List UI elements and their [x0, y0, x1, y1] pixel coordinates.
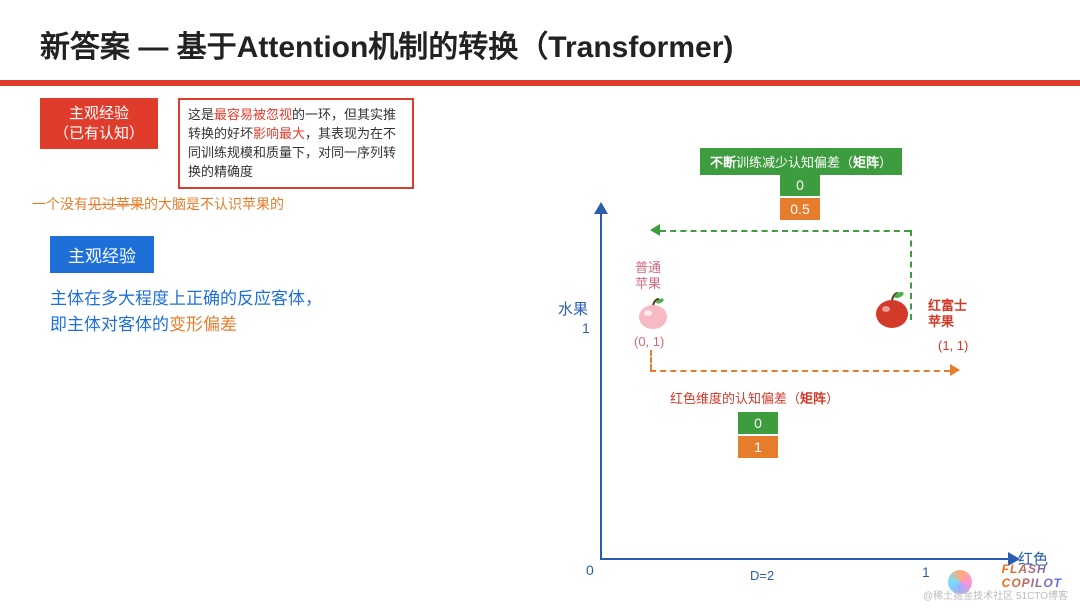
chart-area: 水果 红色 1 0 1 D=2 不断训练减少认知偏差（矩阵） 0 0.5 普通 … [550, 150, 1050, 580]
gb-b: 训练减少认知偏差（ [736, 155, 853, 170]
d-label: D=2 [750, 568, 774, 583]
note-t4: ，其表现为在不 [305, 126, 396, 141]
gb-a: 不断 [710, 155, 736, 170]
bl2b: 变形偏差 [169, 315, 237, 334]
tag-subjective: 主观经验 [50, 236, 154, 273]
mt-b: 矩阵 [800, 391, 826, 406]
orange-dash-v1 [650, 350, 652, 370]
red-apple-icon [872, 290, 912, 330]
title-underline [0, 80, 1080, 86]
page-title: 新答案 — 基于Attention机制的转换（Transformer) [0, 0, 1080, 76]
mid-cell-green: 0 [738, 412, 778, 434]
os-c: 的大脑是不认识 [144, 196, 242, 212]
note-t3: 转换的好坏 [188, 126, 253, 141]
os-a: 一个没有 [32, 196, 88, 212]
y-axis-label: 水果 [558, 298, 588, 319]
green-banner: 不断训练减少认知偏差（矩阵） [700, 148, 902, 175]
right-apple-caption: 红富士 苹果 [928, 298, 967, 329]
tag-red-line2: （已有认知） [54, 125, 144, 142]
orange-sentence: 一个没有见过苹果的大脑是不认识苹果的 [32, 194, 284, 214]
watermark-text: @稀土掘金技术社区 51CTO博客 [923, 587, 1068, 602]
note-t: 这是 [188, 107, 214, 122]
note-hl1: 最容易被忽视 [214, 107, 292, 122]
note-t6: 换的精确度 [188, 164, 253, 179]
mt-a: 红色维度的认知偏差（ [670, 391, 800, 406]
x-tick-1: 1 [922, 564, 930, 580]
logo-text: FLASH COPILOT [1002, 562, 1062, 590]
mid-red-text: 红色维度的认知偏差（矩阵） [670, 388, 839, 407]
tag-subjective-known: 主观经验 （已有认知） [40, 98, 158, 149]
bl2a: 即主体对客体的 [50, 315, 169, 334]
os-b: 见过苹果 [88, 196, 144, 212]
mid-cell-orange: 1 [738, 436, 778, 458]
right-apple-coord: (1, 1) [938, 338, 968, 354]
pink-apple-icon [635, 295, 671, 331]
top-cell-orange: 0.5 [780, 198, 820, 220]
gb-c: 矩阵 [853, 155, 879, 170]
y-axis [600, 210, 602, 560]
note-hl2: 影响最大 [253, 126, 305, 141]
gb-d: ） [879, 155, 892, 170]
bl1: 主体在多大程度上正确的反应客体， [50, 289, 322, 308]
orange-dash-h [650, 370, 950, 372]
mt-c: ） [826, 391, 839, 406]
orange-dash-arrow-r [950, 364, 960, 376]
note-t5: 同训练规模和质量下，对同一序列转 [188, 145, 396, 160]
note-t2: 的一环，但其实推 [292, 107, 396, 122]
tag-red-line1: 主观经验 [69, 105, 129, 122]
y-axis-arrow [594, 202, 608, 214]
left-apple-coord: (0, 1) [634, 334, 664, 350]
x-axis [600, 558, 1010, 560]
os-e: 的 [270, 196, 284, 212]
os-d: 苹果 [242, 196, 270, 212]
left-apple-caption: 普通 苹果 [635, 260, 661, 291]
green-dash-h [660, 230, 910, 232]
y-tick-1: 1 [582, 320, 590, 336]
note-box: 这是最容易被忽视的一环，但其实推 转换的好坏影响最大，其表现为在不 同训练规模和… [178, 98, 414, 189]
origin-tick: 0 [586, 562, 594, 578]
green-dash-arrow [650, 224, 660, 236]
blue-text: 主体在多大程度上正确的反应客体， 即主体对客体的变形偏差 [50, 286, 390, 339]
top-cell-green: 0 [780, 174, 820, 196]
